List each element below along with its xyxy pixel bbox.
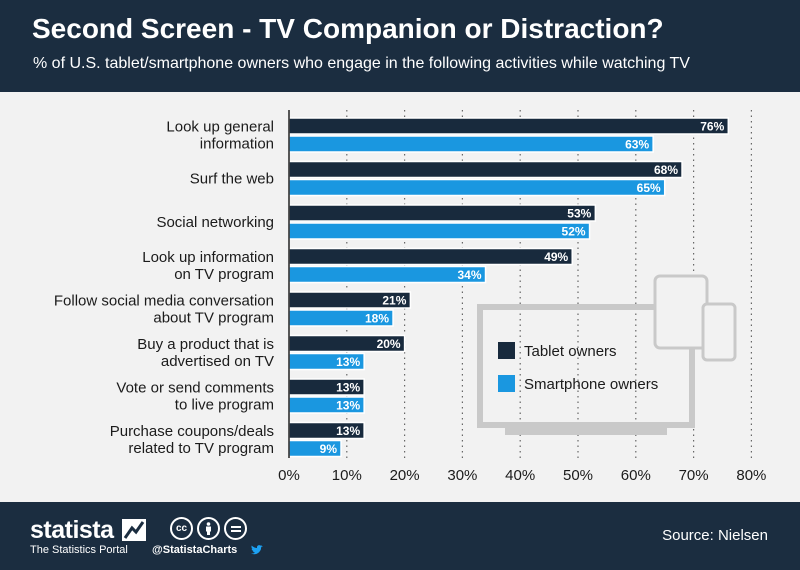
legend-label: Tablet owners	[524, 343, 617, 360]
bar	[288, 160, 683, 179]
x-tick-label: 80%	[736, 467, 766, 484]
x-tick-label: 10%	[332, 467, 362, 484]
data-label: 76%	[700, 120, 724, 134]
category-label: Look up general	[166, 119, 274, 136]
data-label: 18%	[365, 312, 389, 326]
legend-swatch	[498, 375, 515, 392]
tablet-outline-icon	[653, 274, 709, 350]
twitter-icon[interactable]	[251, 545, 263, 555]
data-label: 65%	[637, 181, 661, 195]
category-label: Purchase coupons/deals	[110, 423, 274, 440]
statista-logo-text[interactable]: statista	[30, 516, 114, 544]
x-tick-label: 50%	[563, 467, 593, 484]
category-label: on TV program	[174, 266, 274, 283]
legend-swatch	[498, 342, 515, 359]
data-label: 68%	[654, 163, 678, 177]
bar-chart: Tablet owners Smartphone owners 76% 63% Look…	[54, 110, 766, 484]
data-label: 13%	[336, 399, 360, 413]
category-label: Vote or send comments	[116, 380, 274, 397]
data-label: 13%	[336, 355, 360, 369]
data-label: 34%	[457, 268, 481, 282]
data-label: 49%	[544, 250, 568, 264]
x-tick-label: 60%	[621, 467, 651, 484]
source-note: Source: Nielsen	[662, 527, 768, 544]
bar	[288, 178, 666, 197]
category-label: about TV program	[153, 310, 274, 327]
legend-label: Smartphone owners	[524, 376, 658, 393]
data-label: 20%	[377, 337, 401, 351]
data-label: 53%	[567, 207, 591, 221]
bar	[288, 222, 591, 240]
twitter-handle[interactable]: @StatistaCharts	[152, 544, 238, 556]
chart-subtitle: % of U.S. tablet/smartphone owners who e…	[33, 55, 690, 72]
nd-icon[interactable]	[224, 517, 247, 540]
legend-tv-stand	[505, 428, 667, 435]
x-tick-label: 70%	[679, 467, 709, 484]
bar	[288, 117, 730, 135]
data-label: 52%	[562, 225, 586, 239]
category-label: Buy a product that is	[137, 336, 274, 353]
legend-tv-frame	[477, 304, 695, 428]
chart-title: Second Screen - TV Companion or Distract…	[32, 13, 664, 44]
category-label: to live program	[175, 397, 274, 414]
x-tick-label: 30%	[447, 467, 477, 484]
category-label: advertised on TV	[161, 353, 274, 370]
category-label: Social networking	[156, 214, 274, 231]
header: Second Screen - TV Companion or Distract…	[0, 0, 800, 92]
category-label: Surf the web	[190, 171, 274, 188]
bar	[288, 135, 654, 153]
data-label: 9%	[320, 442, 338, 456]
footer: statista The Statistics Portal cc @Stati…	[0, 502, 800, 570]
category-label: information	[200, 136, 274, 153]
data-label: 63%	[625, 138, 649, 152]
license-icons: cc	[170, 517, 247, 541]
x-tick-label: 20%	[390, 467, 420, 484]
statista-logo-icon	[122, 519, 146, 541]
category-label: related to TV program	[128, 440, 274, 457]
data-label: 21%	[382, 294, 406, 308]
data-label: 13%	[336, 381, 360, 395]
x-tick-label: 40%	[505, 467, 535, 484]
statista-tagline: The Statistics Portal	[30, 544, 128, 556]
category-label: Look up information	[142, 249, 274, 266]
legend: Tablet owners Smartphone owners	[477, 274, 737, 435]
bar	[288, 265, 487, 284]
data-label: 13%	[336, 424, 360, 438]
bar	[288, 247, 573, 266]
bar	[288, 204, 597, 222]
chart-area: Tablet owners Smartphone owners 76% 63% Look…	[0, 92, 800, 502]
x-tick-label: 0%	[278, 467, 300, 484]
phone-outline-icon	[701, 302, 737, 362]
cc-icon[interactable]: cc	[170, 517, 193, 540]
category-label: Follow social media conversation	[54, 293, 274, 310]
by-icon[interactable]	[197, 517, 220, 540]
